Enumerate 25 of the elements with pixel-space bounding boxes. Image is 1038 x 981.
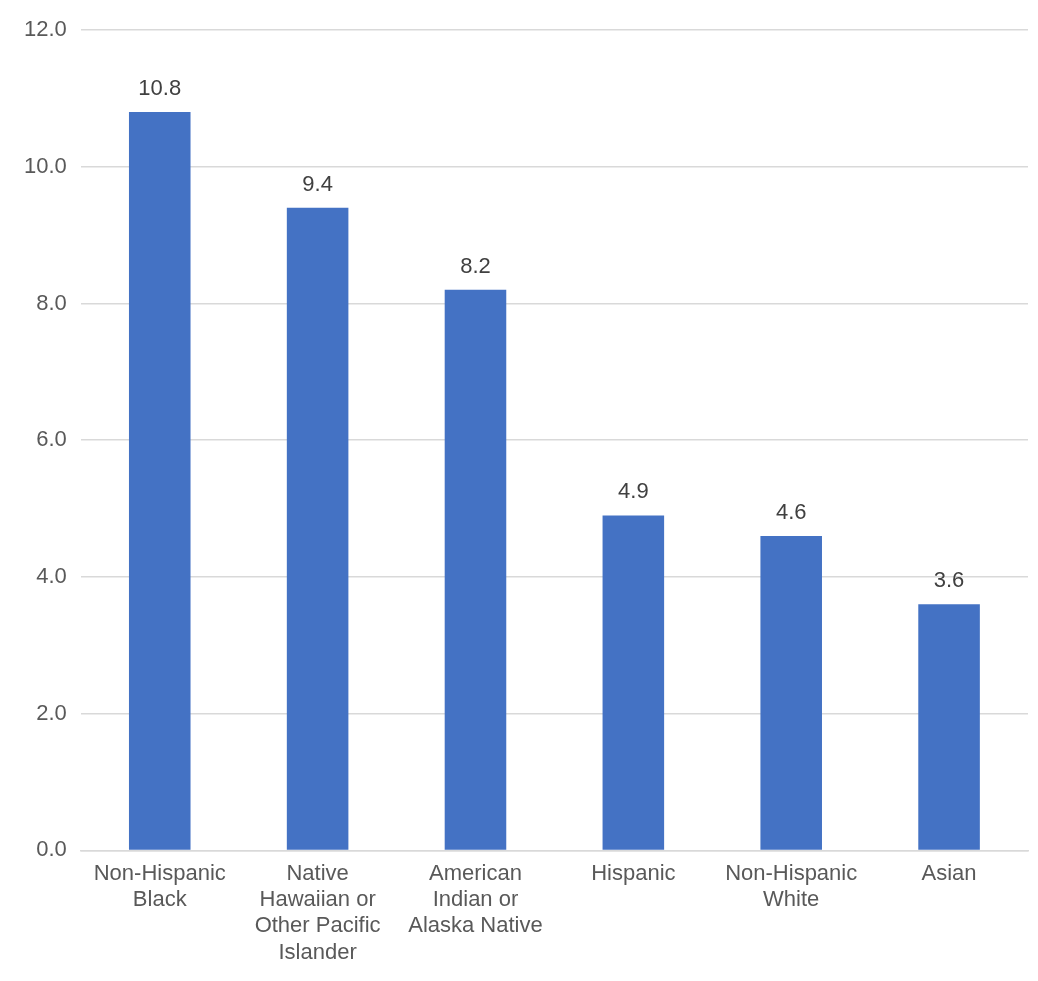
bar [128, 112, 191, 850]
data-label: 4.6 [775, 498, 807, 524]
x-tick-label: Native Hawaiian or Other Pacific Islander [254, 859, 381, 964]
data-label: 3.6 [933, 567, 965, 593]
x-tick-label: American Indian or Alaska Native [408, 859, 543, 938]
y-tick-label: 0.0 [36, 836, 67, 862]
y-tick-label: 2.0 [36, 699, 67, 725]
data-label: 4.9 [618, 478, 649, 504]
y-tick-label: 12.0 [23, 16, 67, 42]
bar [918, 604, 980, 850]
x-tick-label: Asian [921, 859, 977, 885]
data-label: 9.4 [302, 170, 333, 196]
y-tick-label: 8.0 [36, 289, 67, 315]
x-tick-label: Hispanic [591, 859, 676, 885]
bar [760, 535, 822, 850]
bar [286, 207, 349, 850]
bar [602, 515, 665, 850]
x-tick-label: Non-Hispanic White [725, 859, 858, 912]
data-label: 10.8 [138, 75, 182, 101]
bar [444, 289, 507, 850]
data-label: 8.2 [460, 252, 491, 278]
y-tick-label: 6.0 [36, 426, 67, 452]
x-tick-label: Non-Hispanic Black [93, 859, 226, 912]
y-tick-label: 10.0 [23, 152, 67, 178]
y-tick-label: 4.0 [36, 563, 67, 588]
